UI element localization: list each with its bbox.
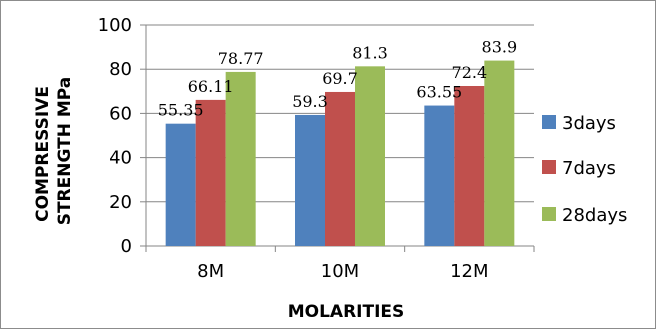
x-tick-label: 8M [197,261,224,282]
legend-swatch-7days [542,160,556,174]
data-label: 55.35 [158,101,204,120]
bar-28days-12M [484,60,515,247]
y-tick-label: 80 [109,59,132,80]
y-tick-label: 100 [98,15,132,36]
x-axis-title: MOLARITIES [288,302,405,322]
data-label: 63.55 [416,83,462,102]
data-label: 83.9 [482,38,518,57]
y-tick-label: 20 [109,192,132,213]
legend-swatch-28days [542,207,556,221]
bar-28days-8M [225,71,256,246]
y-tick-label: 60 [109,103,132,124]
bar-7days-8M [195,99,226,246]
bar-7days-10M [325,91,355,246]
x-tick-label: 12M [450,261,488,282]
y-axis-title: COMPRESSIVE STRENGTH MPa [33,77,75,226]
legend-label: 28days [562,205,627,226]
bar-3days-10M [295,114,325,247]
x-tick-label: 10M [321,261,359,282]
data-label: 59.3 [292,92,328,111]
bar-3days-12M [424,105,455,246]
data-label: 66.11 [188,77,234,96]
y-axis-title-line-2: STRENGTH MPa [55,77,75,226]
legend-label: 7days [562,158,616,179]
y-tick-label: 0 [121,236,132,257]
data-label: 69.7 [322,69,358,88]
legend-swatch-3days [542,115,556,129]
data-label: 78.77 [218,49,264,68]
data-label: 81.3 [352,43,388,62]
bars [165,60,515,247]
bar-3days-8M [165,123,196,246]
y-tick-label: 40 [109,148,132,169]
data-label: 72.4 [452,63,488,82]
legend-label: 3days [562,113,616,134]
tick-labels: 0 20 40 60 80 100 8M 10M 12M [98,15,489,282]
legend: 3days 7days 28days [542,113,627,226]
y-axis-title-line-1: COMPRESSIVE [33,86,53,222]
bar-28days-10M [355,66,385,247]
bar-7days-12M [454,85,485,246]
